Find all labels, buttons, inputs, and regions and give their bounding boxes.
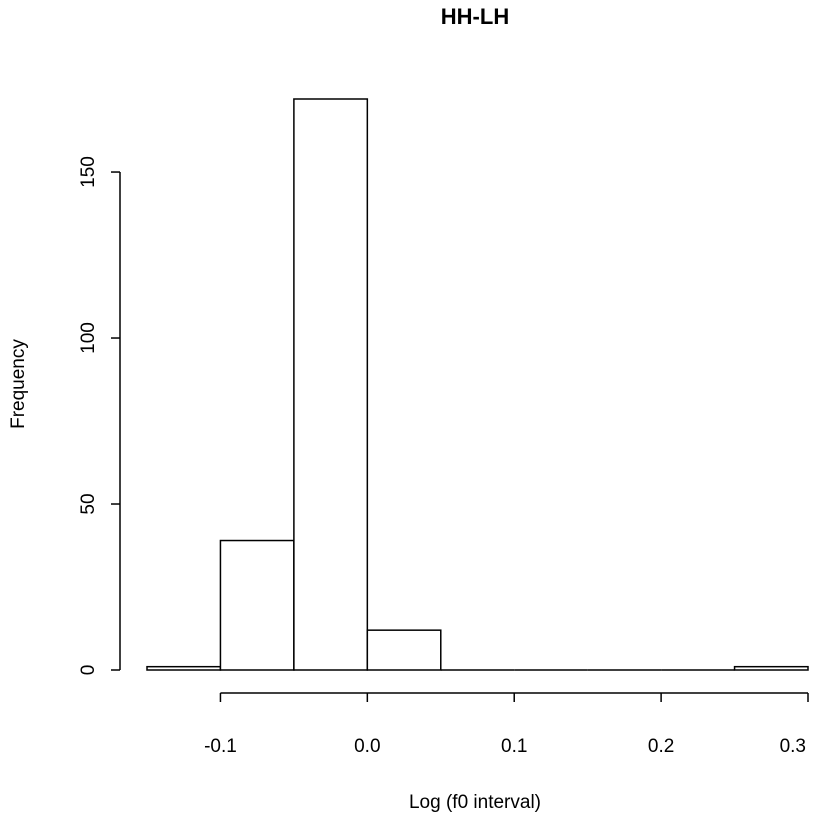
x-axis-label: Log (f0 interval) <box>409 792 541 813</box>
histogram-bar <box>146 665 222 671</box>
y-tick-label: 150 <box>78 156 99 188</box>
histogram-bar <box>733 665 809 671</box>
y-axis: 0 50 100 150 <box>78 156 121 676</box>
x-tick-label: 0.1 <box>501 736 527 757</box>
x-tick-label: -0.1 <box>204 736 237 757</box>
chart-title: HH-LH <box>441 4 509 29</box>
histogram-bar <box>219 539 295 671</box>
histogram-bar <box>293 98 369 671</box>
x-tick-label: 0.2 <box>648 736 674 757</box>
x-tick-label: 0.0 <box>354 736 380 757</box>
y-axis-label: Frequency <box>8 339 29 429</box>
y-tick-label: 100 <box>78 322 99 354</box>
histogram-bar <box>366 629 442 671</box>
x-tick-label: 0.3 <box>780 736 806 757</box>
bars-group <box>146 98 809 671</box>
x-axis: -0.1 0.0 0.1 0.2 0.3 <box>204 692 809 757</box>
y-tick-label: 0 <box>78 665 99 676</box>
y-tick-label: 50 <box>78 493 99 514</box>
